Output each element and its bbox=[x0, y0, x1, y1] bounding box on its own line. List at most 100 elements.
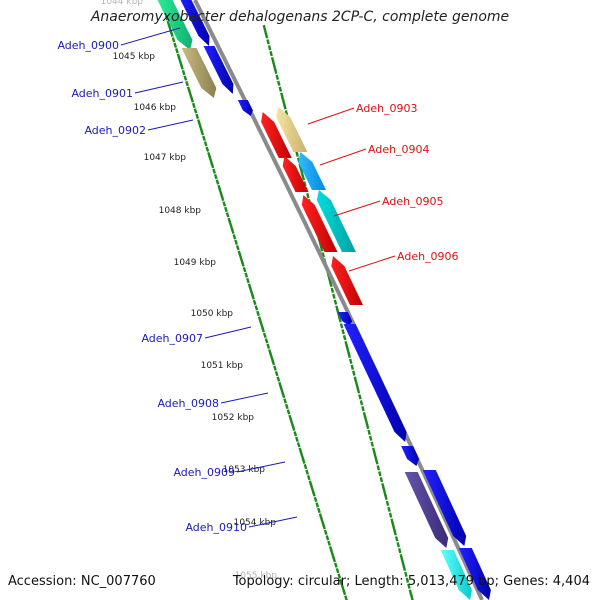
ruler-dash bbox=[391, 521, 397, 533]
ruler-dash bbox=[358, 394, 362, 400]
ruler-dash bbox=[181, 69, 186, 76]
ruler-dash bbox=[317, 507, 321, 514]
topology-label: Topology: bbox=[232, 574, 294, 589]
kbp-tick-label: 1048 kbp bbox=[159, 206, 202, 216]
ruler-dash bbox=[363, 415, 369, 426]
ruler-dash bbox=[396, 542, 400, 548]
kbp-tick-label: 1049 kbp bbox=[174, 258, 217, 268]
ruler-dash bbox=[344, 595, 348, 600]
ruler-dash bbox=[190, 97, 194, 103]
ruler-dash bbox=[333, 562, 338, 568]
ruler-dash bbox=[180, 64, 184, 70]
ruler-dash bbox=[367, 429, 371, 435]
gene-arrow bbox=[440, 550, 472, 600]
ruler-dash bbox=[295, 151, 299, 157]
ruler-dash bbox=[283, 398, 287, 404]
ruler-dash bbox=[330, 287, 335, 293]
gene-leader-line bbox=[333, 200, 381, 217]
gene-arrow bbox=[458, 548, 491, 600]
ruler-dash bbox=[271, 360, 276, 366]
ruler-dash bbox=[382, 486, 387, 497]
ruler-dash bbox=[171, 37, 176, 43]
ruler-dash bbox=[254, 305, 259, 311]
ruler-dash bbox=[274, 370, 279, 377]
ruler-dash bbox=[193, 108, 198, 114]
gene-arrow bbox=[282, 156, 309, 192]
ruler-dash bbox=[183, 75, 188, 81]
ruler-dash bbox=[256, 310, 260, 317]
ruler-dash bbox=[341, 329, 345, 335]
ruler-dash bbox=[301, 175, 306, 181]
gene-leader-line bbox=[248, 516, 298, 528]
ruler-dash bbox=[202, 135, 206, 141]
ruler-dash bbox=[321, 252, 325, 258]
ruler-dash bbox=[375, 459, 379, 465]
gene-leader-line bbox=[204, 326, 252, 339]
genome-backbone bbox=[193, 0, 484, 600]
accession-label: Accession: bbox=[8, 574, 77, 589]
gene-leader-line bbox=[147, 119, 194, 131]
ruler-dash bbox=[313, 496, 318, 503]
ruler-dash bbox=[354, 379, 360, 391]
ruler-dash bbox=[220, 195, 225, 202]
ruler-dash bbox=[315, 502, 320, 508]
ruler-dash bbox=[301, 458, 306, 464]
gene-arrow bbox=[203, 46, 234, 94]
ruler-dash bbox=[350, 364, 355, 370]
ruler-dash bbox=[378, 471, 382, 477]
ruler-dash bbox=[409, 592, 414, 600]
ruler-dash bbox=[327, 540, 331, 546]
ruler-dash bbox=[280, 95, 286, 107]
ruler-dash bbox=[379, 477, 384, 483]
gene-label: Adeh_0904 bbox=[368, 143, 430, 156]
ruler-dash bbox=[242, 266, 247, 273]
gene-label: Adeh_0903 bbox=[356, 102, 418, 115]
ruler-dash bbox=[305, 469, 309, 475]
ruler-dash bbox=[235, 245, 240, 251]
ruler-dash bbox=[333, 299, 338, 305]
ruler-dash bbox=[191, 102, 196, 109]
gene-arrow bbox=[301, 195, 338, 252]
ruler-dash bbox=[252, 299, 257, 306]
ruler-dash bbox=[323, 529, 328, 535]
ruler-dash bbox=[266, 39, 270, 45]
gene-label: Adeh_0901 bbox=[71, 87, 133, 100]
gene-arrow bbox=[298, 152, 326, 190]
ruler-dash bbox=[210, 163, 215, 169]
ruler-dash bbox=[266, 343, 271, 349]
gene-label: Adeh_0910 bbox=[185, 521, 247, 534]
ruler-dash bbox=[306, 193, 310, 199]
ruler-dash bbox=[232, 234, 237, 240]
ruler-dash bbox=[361, 406, 365, 412]
ruler-dash bbox=[393, 530, 397, 536]
ruler-dash bbox=[384, 494, 388, 501]
ruler-dash bbox=[225, 212, 230, 218]
gene-label: Adeh_0906 bbox=[397, 250, 459, 263]
ruler-dash bbox=[407, 583, 411, 589]
ruler-dash bbox=[372, 450, 378, 462]
ruler-dash bbox=[352, 370, 356, 376]
gene-leader-line bbox=[348, 255, 396, 272]
kbp-tick-label: 1050 kbp bbox=[191, 309, 234, 319]
gene-arrow bbox=[401, 446, 420, 466]
genome-summary: Topology: circular; Length: 5,013,479 bp… bbox=[232, 574, 590, 589]
ruler-dash bbox=[244, 272, 249, 278]
gene-label: Adeh_0902 bbox=[84, 124, 146, 137]
gene-arrow bbox=[261, 112, 292, 158]
ruler-dash bbox=[348, 358, 353, 364]
ruler-dash bbox=[264, 33, 269, 39]
kbp-tick-label: 1047 kbp bbox=[144, 153, 187, 163]
ruler-dash bbox=[234, 239, 238, 245]
ruler-dash bbox=[337, 573, 342, 579]
gene-leader-line bbox=[319, 148, 367, 166]
ruler-dash bbox=[295, 436, 299, 442]
gene-arrow bbox=[237, 100, 253, 116]
ruler-dash bbox=[319, 246, 324, 252]
ruler-dash bbox=[342, 335, 347, 341]
ruler-dash bbox=[322, 524, 326, 530]
ruler-dash bbox=[405, 577, 410, 583]
ruler-dash bbox=[394, 536, 399, 542]
ruler-dash bbox=[296, 442, 301, 448]
ruler-dash bbox=[345, 344, 351, 355]
